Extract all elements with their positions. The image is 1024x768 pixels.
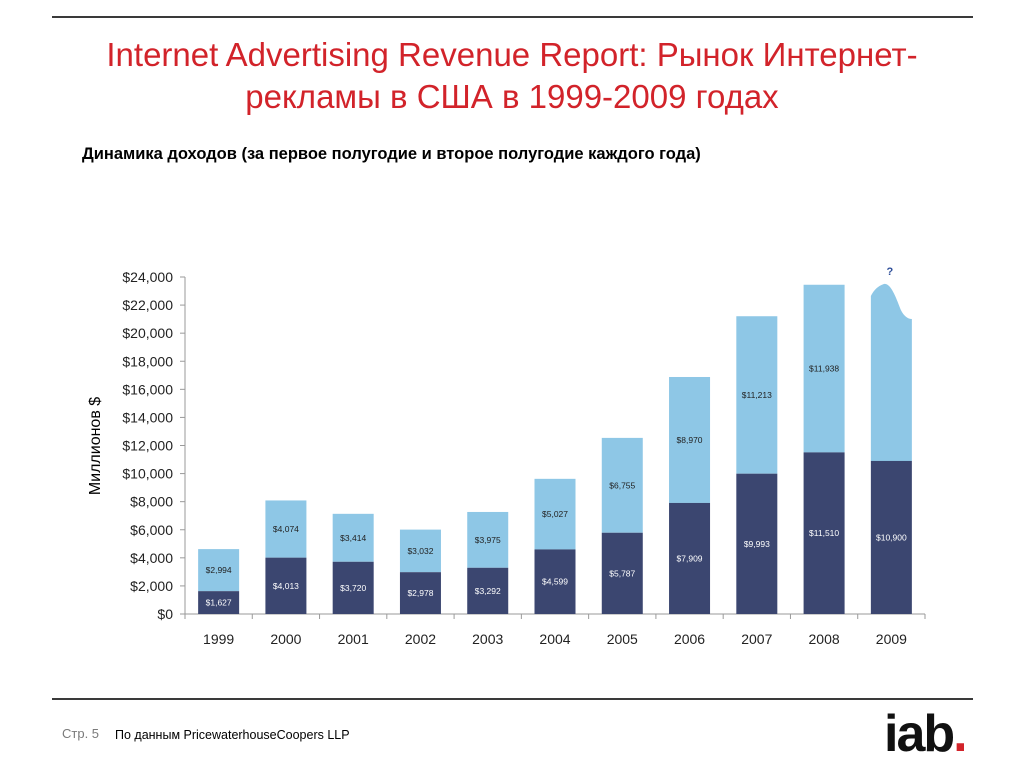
x-tick-label: 2007 — [741, 631, 772, 647]
bar-label-second-half: $2,994 — [206, 565, 232, 575]
bar-second-half — [534, 478, 576, 550]
bar-second-half — [467, 511, 509, 568]
bar-label-first-half: $11,510 — [809, 528, 839, 538]
logo-text: iab — [884, 705, 955, 763]
x-tick-label: 2009 — [876, 631, 907, 647]
slide-title: Internet Advertising Revenue Report: Рын… — [106, 36, 918, 115]
bar-label-first-half: $4,599 — [542, 577, 568, 587]
bar-label-second-half: $3,414 — [340, 533, 366, 543]
bar-second-half — [198, 549, 240, 592]
bar-second-half-uncertain — [870, 283, 912, 461]
bar-first-half — [736, 473, 778, 614]
bar-label-second-half: $6,755 — [609, 480, 635, 490]
bar-second-half — [803, 284, 845, 453]
x-tick-label: 2002 — [405, 631, 436, 647]
y-tick-label: $0 — [157, 606, 173, 622]
bar-first-half — [669, 502, 711, 614]
x-tick-label: 2004 — [539, 631, 570, 647]
bar-first-half — [803, 452, 845, 614]
bar-label-second-half: $3,975 — [475, 535, 501, 545]
bar-label-first-half: $1,627 — [206, 598, 232, 608]
bar-label-first-half: $5,787 — [609, 568, 635, 578]
y-tick-label: $2,000 — [130, 578, 173, 594]
page-number: Стр. 5 — [62, 726, 100, 741]
iab-logo: iab. — [884, 704, 968, 764]
x-tick-label: 2005 — [607, 631, 638, 647]
bottom-rule — [52, 698, 973, 700]
bar-first-half — [399, 572, 441, 614]
x-tick-label: 1999 — [203, 631, 234, 647]
bar-first-half — [870, 460, 912, 614]
bar-second-half — [669, 376, 711, 503]
uncertain-annotation: ? — [886, 266, 893, 278]
bar-label-first-half: $7,909 — [677, 553, 703, 563]
bar-first-half — [198, 591, 240, 614]
y-tick-label: $18,000 — [122, 353, 173, 369]
bar-label-second-half: $11,938 — [809, 364, 839, 374]
y-tick-label: $20,000 — [122, 325, 173, 341]
bar-first-half — [467, 567, 509, 614]
x-tick-label: 2006 — [674, 631, 705, 647]
bar-second-half — [601, 437, 643, 533]
x-tick-label: 2003 — [472, 631, 503, 647]
bar-label-second-half: $11,213 — [742, 390, 772, 400]
bar-first-half — [332, 561, 374, 614]
chart-subtitle: Динамика доходов (за первое полугодие и … — [82, 145, 701, 163]
y-tick-label: $24,000 — [122, 269, 173, 285]
bar-label-second-half: $3,032 — [407, 546, 433, 556]
bar-label-second-half: $4,074 — [273, 524, 299, 534]
y-tick-label: $10,000 — [122, 466, 173, 482]
source-note: По данным PricewaterhouseCoopers LLP — [115, 728, 350, 742]
x-tick-label: 2008 — [809, 631, 840, 647]
bar-label-first-half: $3,720 — [340, 583, 366, 593]
x-tick-label: 2000 — [270, 631, 301, 647]
bar-label-first-half: $10,900 — [876, 532, 907, 542]
bar-label-first-half: $9,993 — [744, 539, 770, 549]
bar-label-first-half: $3,292 — [475, 586, 501, 596]
bar-first-half — [534, 549, 576, 614]
y-axis-label: Миллионов $ — [87, 397, 104, 495]
y-tick-label: $22,000 — [122, 297, 173, 313]
bar-label-first-half: $2,978 — [407, 588, 433, 598]
y-tick-label: $14,000 — [122, 409, 173, 425]
bar-label-second-half: $8,970 — [677, 435, 703, 445]
bar-label-second-half: $5,027 — [542, 509, 568, 519]
bar-first-half — [265, 557, 307, 614]
bar-second-half — [399, 529, 441, 573]
top-rule — [52, 16, 973, 18]
y-tick-label: $12,000 — [122, 438, 173, 454]
bar-label-first-half: $4,013 — [273, 581, 299, 591]
y-tick-label: $6,000 — [130, 522, 173, 538]
logo-dot: . — [953, 705, 968, 763]
bar-second-half — [265, 500, 307, 558]
x-tick-label: 2001 — [338, 631, 369, 647]
y-tick-label: $4,000 — [130, 550, 173, 566]
revenue-chart: $0 $2,000 $4,000 $6,000 $8,000 $10,000 $12,000… — [87, 266, 926, 647]
y-tick-label: $16,000 — [122, 381, 173, 397]
y-tick-label: $8,000 — [130, 494, 173, 510]
bar-second-half — [332, 513, 374, 562]
bar-first-half — [601, 532, 643, 614]
bar-second-half — [736, 316, 778, 474]
